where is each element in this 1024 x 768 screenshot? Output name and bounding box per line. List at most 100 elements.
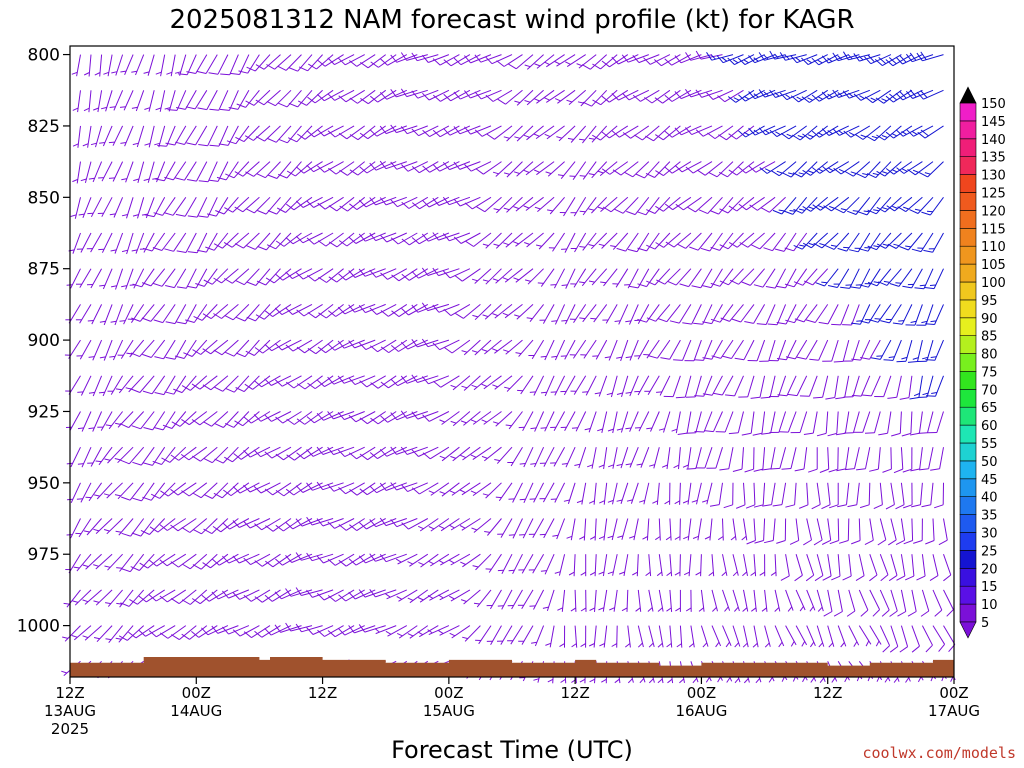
barb-feather: [921, 320, 928, 324]
barb-feather: [417, 597, 424, 601]
barb-feather: [234, 206, 244, 213]
wind-barb: [338, 125, 365, 140]
barb-staff: [900, 554, 906, 576]
barb-staff: [484, 196, 502, 213]
wind-barb: [542, 589, 555, 612]
wind-barb: [470, 411, 492, 425]
wind-barb: [115, 518, 134, 536]
barb-feather: [348, 414, 357, 423]
barb-feather: [925, 323, 935, 325]
barb-feather: [803, 539, 812, 546]
barb-feather: [380, 272, 388, 280]
barb-staff: [420, 553, 439, 568]
wind-barb: [442, 161, 471, 171]
barb-feather: [851, 540, 861, 545]
barb-feather: [186, 71, 196, 74]
barb-feather: [243, 484, 251, 493]
wind-barb: [105, 589, 123, 607]
wind-barb: [114, 446, 134, 464]
barb-staff: [386, 232, 408, 243]
barb-staff: [666, 447, 671, 470]
barb-feather: [597, 428, 603, 432]
wind-barb: [697, 161, 723, 176]
wind-barb: [459, 482, 481, 496]
barb-staff: [139, 375, 155, 393]
colorbar-label: 65: [981, 401, 998, 416]
barb-feather: [902, 468, 912, 473]
wind-barb: [823, 196, 850, 212]
barb-feather: [867, 209, 877, 215]
barb-feather: [906, 129, 914, 137]
barb-feather: [888, 574, 898, 582]
wind-barb: [730, 518, 737, 541]
wind-barb: [390, 161, 418, 170]
barb-feather: [867, 245, 877, 251]
barb-feather: [120, 142, 127, 144]
wind-barb: [266, 89, 292, 107]
barb-staff: [128, 589, 145, 607]
barb-feather: [739, 242, 749, 248]
wind-barb: [614, 196, 639, 214]
barb-staff: [512, 553, 523, 575]
wind-barb: [181, 482, 208, 497]
wind-barb: [438, 553, 460, 566]
wind-barb: [432, 232, 460, 241]
barb-feather: [121, 532, 131, 537]
wind-barb: [895, 89, 923, 101]
barb-feather: [164, 107, 171, 110]
colorbar-swatch: [959, 567, 977, 587]
barb-staff: [924, 125, 944, 139]
wind-barb: [528, 518, 545, 538]
barb-feather: [799, 244, 806, 247]
barb-feather: [912, 357, 919, 360]
barb-feather: [785, 504, 795, 508]
wind-barb: [675, 196, 702, 211]
barb-feather: [616, 356, 623, 359]
wind-barb: [903, 518, 914, 545]
barb-feather: [842, 51, 849, 61]
wind-barb: [582, 375, 597, 396]
barb-staff: [428, 625, 450, 636]
wind-barb: [243, 446, 271, 458]
wind-barb: [486, 625, 502, 645]
wind-barb: [787, 375, 808, 397]
wind-barb: [164, 161, 187, 181]
barb-staff: [522, 518, 534, 539]
wind-barb: [878, 268, 902, 286]
barb-staff: [827, 554, 832, 577]
barb-staff: [345, 518, 365, 531]
barb-staff: [803, 447, 808, 470]
barb-staff: [536, 54, 555, 69]
wind-barb: [232, 625, 260, 637]
barb-staff: [650, 411, 660, 432]
barb-staff: [126, 197, 134, 219]
wind-barb: [338, 232, 365, 247]
barb-staff: [608, 339, 618, 361]
wind-barb: [602, 304, 618, 324]
wind-barb: [150, 482, 176, 499]
barb-feather: [503, 349, 509, 353]
barb-feather: [109, 106, 116, 108]
barb-feather: [306, 516, 313, 526]
wind-barb: [855, 554, 865, 582]
wind-barb: [337, 303, 365, 315]
wind-barb: [471, 375, 492, 391]
barb-staff: [483, 375, 502, 390]
barb-feather: [856, 173, 866, 179]
wind-barb: [835, 375, 850, 400]
barb-staff: [263, 304, 281, 320]
wind-barb: [370, 375, 397, 389]
wind-barb: [208, 54, 229, 75]
barb-feather: [920, 51, 927, 60]
barb-feather: [385, 630, 392, 635]
wind-barb: [104, 446, 123, 464]
barb-feather: [494, 459, 501, 462]
barb-staff: [150, 304, 166, 322]
wind-barb: [255, 54, 281, 70]
barb-feather: [78, 213, 85, 216]
barb-feather: [881, 609, 890, 617]
wind-barb: [919, 447, 934, 471]
barb-feather: [496, 60, 505, 67]
barb-staff: [862, 411, 871, 433]
barb-staff: [147, 553, 166, 569]
